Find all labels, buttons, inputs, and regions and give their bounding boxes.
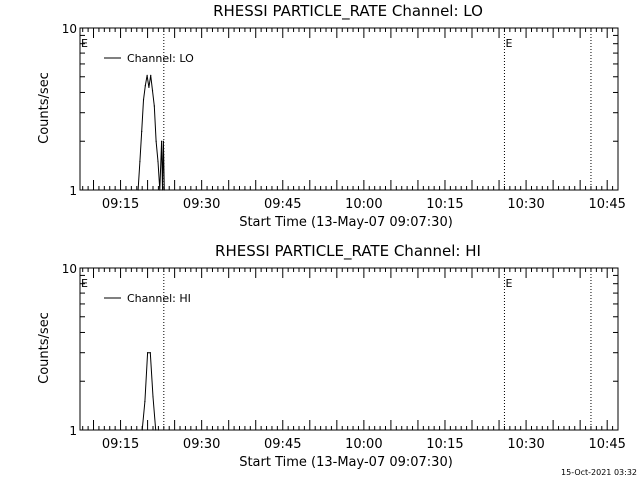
data-point (144, 400, 146, 403)
y-tick-label: 10 (62, 22, 77, 36)
data-point (139, 160, 141, 163)
x-tick-label: 10:00 (345, 437, 382, 452)
axes-frame (79, 27, 619, 191)
x-tick-label: 09:30 (183, 197, 220, 212)
x-tick-label: 09:30 (183, 437, 220, 452)
x-tick-label: 10:00 (345, 197, 382, 212)
x-tick-label: 10:45 (588, 197, 625, 212)
data-point (144, 85, 146, 87)
event-marker-label: E (505, 37, 512, 50)
chart-panel-hi: RHESSI PARTICLE_RATE Channel: HI Counts/… (37, 242, 626, 470)
plot-area: 1 10 09:15 09:30 09:45 10:00 10:15 10:30 10:45 E E (62, 22, 626, 212)
y-tick-label: 1 (69, 184, 77, 198)
x-axis-label: Start Time (13-May-07 09:07:30) (239, 455, 453, 470)
data-point (142, 99, 145, 101)
plot-area: 1 10 09:15 09:30 09:45 10:00 10:15 10:30 10:45 E E (62, 262, 626, 452)
data-point (146, 74, 148, 76)
data-point (157, 160, 159, 163)
x-tick-label: 09:45 (264, 197, 301, 212)
chart-title: RHESSI PARTICLE_RATE Channel: LO (213, 2, 483, 21)
event-marker-label: E (505, 277, 512, 290)
data-point (137, 189, 139, 191)
data-point (161, 189, 164, 191)
footer-timestamp: 15-Oct-2021 03:32 (561, 468, 637, 477)
data-point (141, 130, 143, 133)
chart-panel-lo: RHESSI PARTICLE_RATE Channel: LO Counts/… (37, 2, 626, 230)
y-axis-label: Counts/sec (37, 72, 52, 144)
data-point (148, 86, 150, 88)
x-tick-label: 10:15 (426, 437, 463, 452)
data-point (163, 189, 165, 191)
data-point (162, 140, 164, 142)
data-point (159, 189, 161, 191)
event-marker-label: E (81, 37, 88, 50)
data-point (149, 352, 151, 354)
data-point (141, 429, 143, 431)
legend-label: Channel: HI (127, 292, 191, 305)
y-axis-label: Counts/sec (37, 312, 52, 384)
data-point (152, 396, 154, 398)
chart-title: RHESSI PARTICLE_RATE Channel: HI (215, 242, 481, 261)
data-point (150, 74, 152, 76)
axes-frame (79, 267, 619, 431)
x-tick-label: 09:15 (102, 437, 139, 452)
data-point (155, 140, 157, 142)
data-point (155, 429, 157, 431)
data-point (157, 429, 160, 431)
legend-label: Channel: LO (127, 52, 194, 65)
x-tick-label: 10:15 (426, 197, 463, 212)
x-tick-label: 09:15 (102, 197, 139, 212)
data-point (146, 352, 149, 354)
data-point (160, 140, 163, 142)
x-tick-label: 09:45 (264, 437, 301, 452)
event-marker-label: E (81, 277, 88, 290)
y-tick-label: 1 (69, 424, 77, 438)
x-tick-label: 10:45 (588, 437, 625, 452)
y-tick-label: 10 (62, 262, 77, 276)
data-point (151, 90, 154, 92)
x-axis-label: Start Time (13-May-07 09:07:30) (239, 215, 453, 230)
x-tick-label: 10:30 (507, 197, 544, 212)
data-point (153, 105, 155, 107)
x-tick-label: 10:30 (507, 437, 544, 452)
